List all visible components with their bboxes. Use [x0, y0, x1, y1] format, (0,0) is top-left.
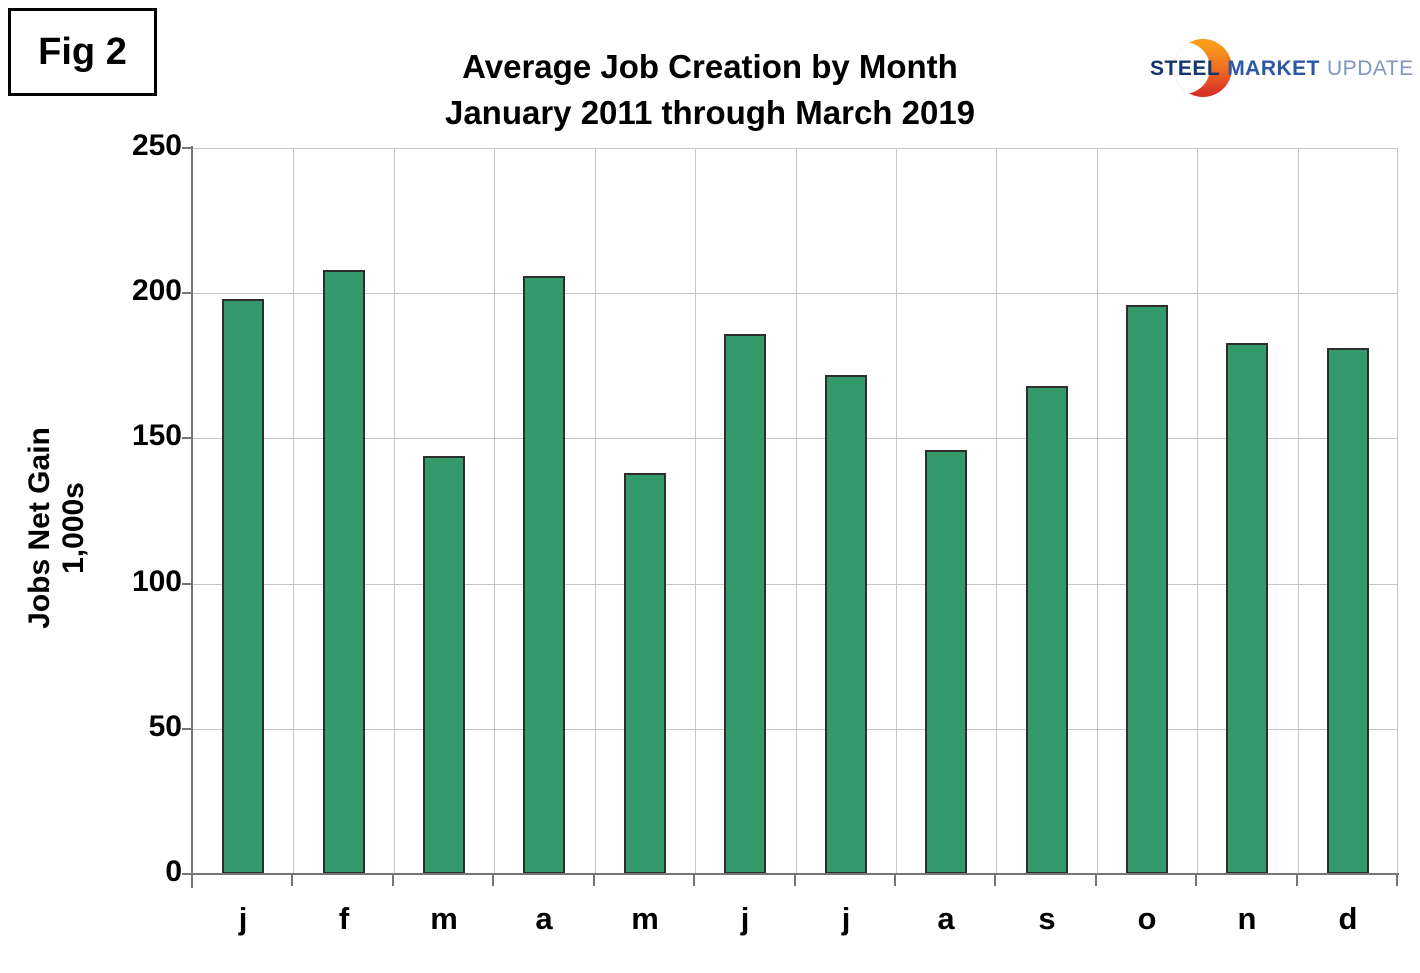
y-axis-tick: [182, 873, 191, 875]
bar-m-4: [624, 473, 666, 874]
x-axis-tick: [291, 875, 293, 886]
bar-d-11: [1327, 348, 1369, 874]
bar-f-1: [323, 269, 365, 874]
x-tick-label: a: [937, 901, 955, 936]
x-axis-tick: [593, 875, 595, 886]
bar-n-10: [1226, 342, 1268, 874]
bar-s-8: [1026, 386, 1068, 874]
gridline-horizontal: [193, 728, 1398, 730]
y-tick-label: 50: [148, 709, 182, 743]
x-tick-label: a: [535, 901, 553, 936]
gridline-vertical: [394, 148, 395, 874]
gridline-horizontal: [193, 148, 1398, 149]
x-tick-label: m: [631, 901, 659, 936]
logo-text: STEEL MARKET UPDATE: [1150, 57, 1414, 81]
y-tick-label: 100: [131, 564, 182, 598]
gridline-vertical: [293, 148, 294, 874]
x-tick-label: n: [1237, 901, 1257, 936]
bar-m-2: [423, 455, 465, 874]
gridline-horizontal: [193, 583, 1398, 585]
gridline-vertical: [494, 148, 495, 874]
x-axis-tick: [1095, 875, 1097, 886]
y-axis-tick: [182, 582, 191, 585]
gridline-vertical: [1298, 148, 1299, 874]
x-axis-tick: [994, 875, 996, 886]
gridline-vertical: [1097, 148, 1098, 874]
gridline-horizontal: [193, 293, 1398, 295]
x-axis-tick: [1195, 875, 1197, 886]
x-axis-tick: [492, 875, 494, 886]
y-tick-label: 200: [131, 274, 182, 308]
bar-j-5: [724, 333, 766, 874]
plot-area: [193, 148, 1398, 874]
crescent-icon: [1174, 39, 1232, 97]
y-tick-label: 250: [131, 129, 182, 162]
x-axis-tick: [191, 875, 193, 886]
bar-a-3: [523, 275, 565, 874]
x-axis-tick: [392, 875, 394, 886]
x-tick-label: j: [238, 901, 248, 936]
gridline-vertical: [1197, 148, 1198, 874]
gridline-vertical: [595, 148, 596, 874]
chart-title: Average Job Creation by Month January 20…: [0, 44, 1420, 136]
bar-o-9: [1126, 304, 1168, 874]
figure-label: Fig 2: [38, 30, 127, 73]
x-tick-label: o: [1137, 901, 1157, 936]
figure-label-box: Fig 2: [8, 8, 157, 96]
y-axis-tick: [182, 292, 191, 295]
y-tick-label: 0: [165, 855, 182, 888]
y-tick-label: 150: [131, 419, 182, 453]
bar-a-7: [925, 450, 967, 874]
x-tick-label: j: [740, 901, 750, 936]
x-axis-tick: [894, 875, 896, 886]
y-axis-tick: [182, 147, 191, 149]
x-axis-tick: [693, 875, 695, 886]
gridline-vertical: [996, 148, 997, 874]
x-tick-label: j: [841, 901, 851, 936]
gridline-vertical: [896, 148, 897, 874]
x-axis-tick: [1296, 875, 1298, 886]
gridline-vertical: [1397, 148, 1398, 874]
bar-j-6: [825, 374, 867, 874]
gridline-horizontal: [193, 438, 1398, 440]
x-tick-label: m: [430, 901, 458, 936]
logo-word-update: UPDATE: [1327, 57, 1414, 80]
gridline-vertical: [796, 148, 797, 874]
y-axis-tick: [182, 437, 191, 440]
logo-word-market: MARKET: [1227, 57, 1321, 80]
y-axis-line: [191, 146, 193, 888]
gridline-vertical: [695, 148, 696, 874]
logo-word-steel: STEEL: [1150, 57, 1221, 80]
chart-title-line2: January 2011 through March 2019: [444, 94, 976, 131]
x-tick-label: f: [338, 901, 350, 936]
steel-market-update-logo: STEEL MARKET UPDATE: [1146, 38, 1413, 100]
y-axis-tick: [182, 727, 191, 730]
x-axis-line: [191, 873, 1399, 875]
x-tick-label: d: [1338, 901, 1358, 936]
chart-title-line1: Average Job Creation by Month: [462, 48, 958, 85]
x-axis-tick: [794, 875, 796, 886]
bar-j-0: [222, 299, 264, 874]
x-tick-label: s: [1038, 901, 1056, 936]
x-axis-tick: [1396, 875, 1398, 886]
